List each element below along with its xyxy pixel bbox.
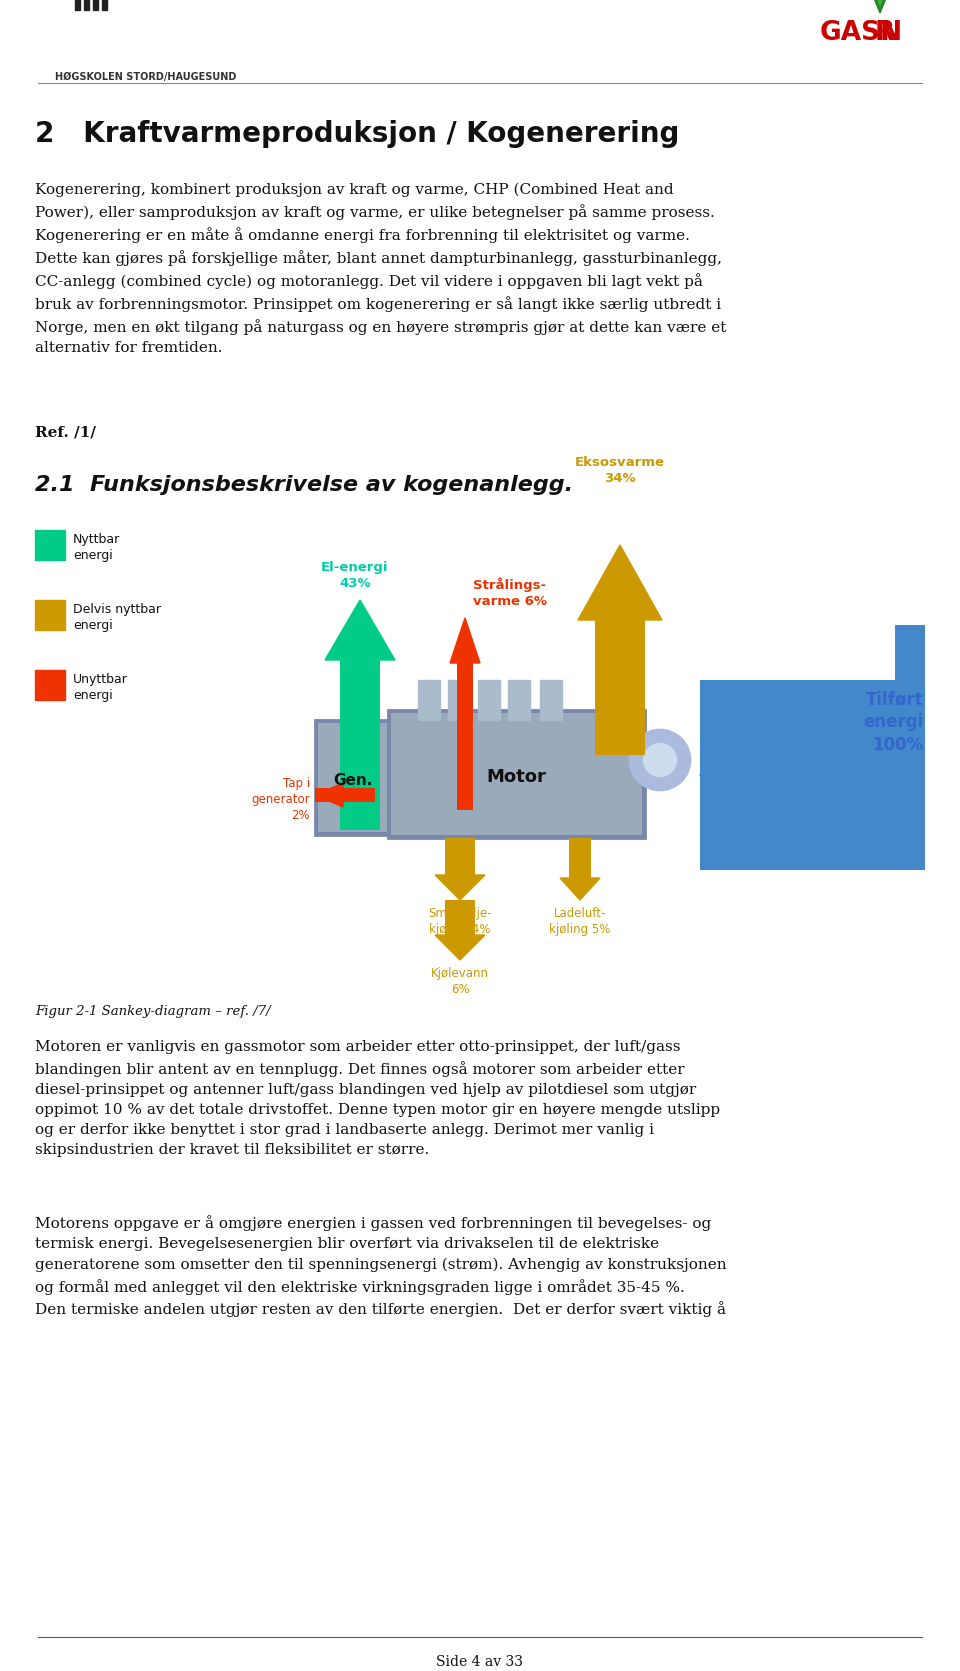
Bar <box>315 720 390 836</box>
Bar <box>418 680 440 720</box>
Text: 2.1  Funksjonsbeskrivelse av kogenanlegg.: 2.1 Funksjonsbeskrivelse av kogenanlegg. <box>35 475 573 495</box>
Text: Unyttbar
energi: Unyttbar energi <box>73 673 128 702</box>
Circle shape <box>643 744 677 777</box>
Text: El-energi
43%: El-energi 43% <box>322 561 389 590</box>
Text: R: R <box>875 20 896 47</box>
Text: 2   Kraftvarmeproduksjon / Kogenerering: 2 Kraftvarmeproduksjon / Kogenerering <box>35 120 680 149</box>
Text: Motorens oppgave er å omgjøre energien i gassen ved forbrenningen til bevegelses: Motorens oppgave er å omgjøre energien i… <box>35 1215 727 1317</box>
Text: Side 4 av 33: Side 4 av 33 <box>437 1654 523 1669</box>
Bar <box>102 0 107 10</box>
Text: Smøreolje-
kjøling 4%: Smøreolje- kjøling 4% <box>428 907 492 936</box>
Bar <box>391 714 642 836</box>
Polygon shape <box>876 0 884 7</box>
Circle shape <box>630 730 690 790</box>
Text: Tilført
energi
100%: Tilført energi 100% <box>863 690 923 754</box>
Text: Delvis nyttbar
energi: Delvis nyttbar energi <box>73 603 161 632</box>
Text: Kogenerering, kombinert produksjon av kraft og varme, CHP (Combined Heat and
Pow: Kogenerering, kombinert produksjon av kr… <box>35 184 727 356</box>
Bar <box>35 530 65 560</box>
Polygon shape <box>435 876 485 901</box>
Bar <box>93 0 98 10</box>
Text: Ladeluft-
kjøling 5%: Ladeluft- kjøling 5% <box>549 907 611 936</box>
Text: Strålings-
varme 6%: Strålings- varme 6% <box>473 578 547 608</box>
Bar <box>540 680 562 720</box>
Text: Nyttbar
energi: Nyttbar energi <box>73 533 120 561</box>
Bar <box>700 680 925 871</box>
Bar <box>35 600 65 630</box>
Bar <box>35 670 65 700</box>
Polygon shape <box>578 545 662 620</box>
Polygon shape <box>560 877 600 901</box>
Bar <box>340 650 380 830</box>
Text: GASN: GASN <box>820 20 903 47</box>
Bar <box>895 625 925 680</box>
Bar <box>318 724 387 832</box>
Polygon shape <box>325 600 395 660</box>
Text: Gen.: Gen. <box>333 774 372 789</box>
Bar <box>75 0 80 10</box>
Bar <box>315 789 375 802</box>
Bar <box>445 837 475 876</box>
Text: Motoren er vanligvis en gassmotor som arbeider etter otto-prinsippet, der luft/g: Motoren er vanligvis en gassmotor som ar… <box>35 1039 720 1156</box>
Text: Tap i
generator
2%: Tap i generator 2% <box>252 777 310 822</box>
Polygon shape <box>315 784 343 807</box>
Polygon shape <box>874 0 886 13</box>
Bar <box>478 680 500 720</box>
Bar <box>84 0 89 10</box>
Bar <box>595 615 645 755</box>
Polygon shape <box>450 618 480 663</box>
Bar <box>445 901 475 936</box>
Text: Eksosvarme
34%: Eksosvarme 34% <box>575 456 665 485</box>
Text: Kjølevann
6%: Kjølevann 6% <box>431 968 489 996</box>
Polygon shape <box>700 715 740 836</box>
Polygon shape <box>435 936 485 961</box>
Text: Motor: Motor <box>487 769 546 785</box>
Bar <box>457 658 473 810</box>
Bar <box>448 680 470 720</box>
Text: HØGSKOLEN STORD/HAUGESUND: HØGSKOLEN STORD/HAUGESUND <box>55 72 236 82</box>
Bar <box>388 710 645 837</box>
Bar <box>569 837 591 877</box>
Text: Ref. /1/: Ref. /1/ <box>35 426 96 439</box>
Text: Figur 2-1 Sankey-diagram – ref. /7/: Figur 2-1 Sankey-diagram – ref. /7/ <box>35 1004 271 1018</box>
Bar <box>508 680 530 720</box>
